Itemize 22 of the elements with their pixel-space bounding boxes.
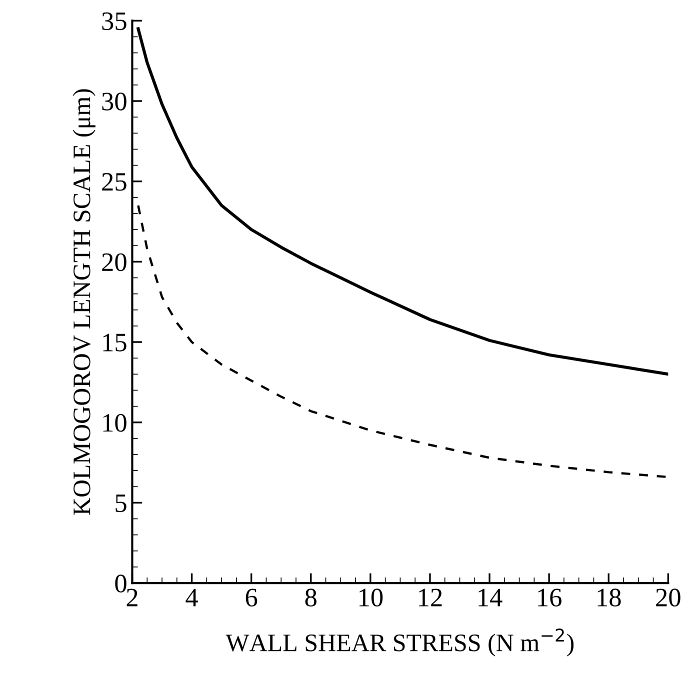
x-axis-title: WALL SHEAR STRESS (N m$^{−2}$)	[226, 628, 574, 656]
x-tick-label: 18	[598, 588, 621, 606]
y-tick-label: 10	[103, 414, 126, 432]
y-tick-label: 20	[102, 253, 126, 272]
x-tick-label: 6	[246, 588, 258, 606]
line-series	[137, 204, 668, 478]
x-tick-label: 10	[360, 588, 383, 606]
y-tick-label: 5	[116, 494, 126, 512]
y-tick-label: 35	[102, 12, 126, 30]
x-tick-label: 16	[538, 588, 562, 606]
y-tick-label: 0	[115, 574, 126, 592]
x-tick-label: 2	[126, 588, 138, 606]
x-tick-label: 12	[419, 588, 442, 606]
line-series	[136, 27, 668, 376]
y-tick-label: 15	[103, 334, 126, 352]
x-tick-label: 14	[478, 588, 502, 606]
x-tick-label: 4	[186, 588, 198, 606]
y-tick-label: 30	[102, 92, 126, 110]
y-tick-label: 25	[102, 173, 126, 191]
y-axis-title: KOLMOGOROV LENGTH SCALE (μm)	[72, 89, 96, 515]
x-tick-label: 8	[305, 588, 316, 606]
x-tick-label: 20	[656, 588, 680, 606]
